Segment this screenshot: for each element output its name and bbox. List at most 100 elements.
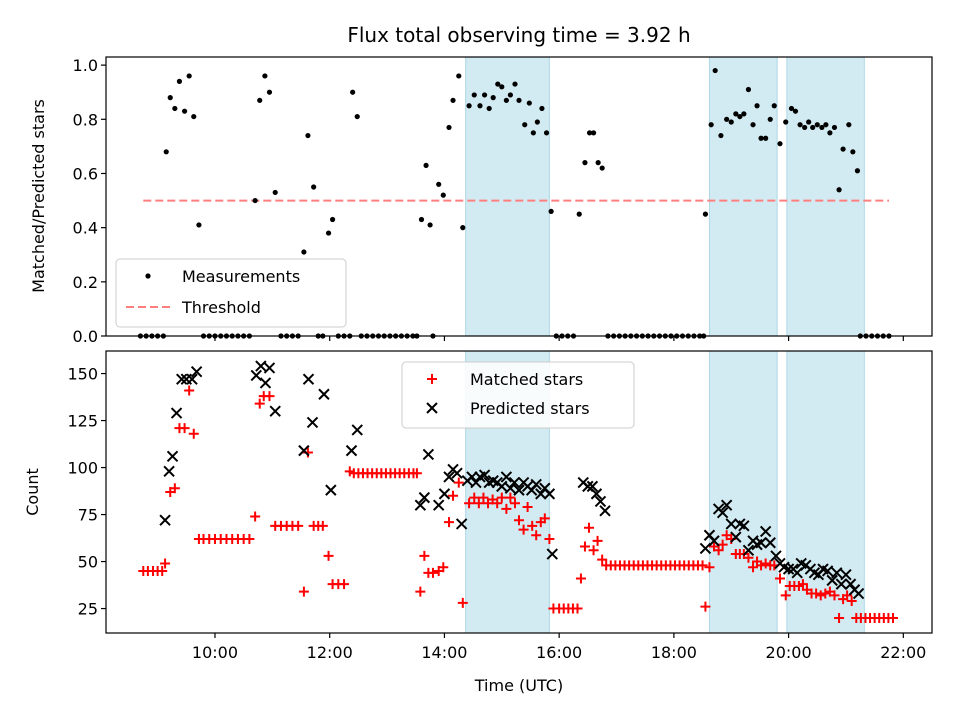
bottom-xlabel: Time (UTC) <box>474 676 563 695</box>
data-point <box>823 122 829 128</box>
data-point <box>712 67 718 74</box>
data-point <box>590 488 603 500</box>
data-point <box>264 391 275 402</box>
legend-label-matched: Matched stars <box>470 370 583 389</box>
data-point <box>835 578 848 590</box>
y-tick-label: 50 <box>78 553 98 572</box>
data-point <box>586 130 593 136</box>
chart-title: Flux total observing time = 3.92 h <box>347 23 690 47</box>
data-point <box>771 103 777 109</box>
data-point <box>438 488 451 500</box>
data-point <box>797 122 803 128</box>
data-point <box>774 573 785 584</box>
data-point <box>509 498 520 509</box>
series-predicted-stars <box>159 360 865 600</box>
data-point <box>543 130 550 136</box>
data-point <box>834 612 845 623</box>
data-point <box>831 567 843 579</box>
data-point <box>831 124 838 131</box>
x-tick-label: 18:00 <box>651 643 697 662</box>
data-point <box>477 103 483 109</box>
data-point <box>492 498 503 509</box>
data-point <box>306 416 319 429</box>
data-point <box>418 216 425 223</box>
data-point <box>190 365 203 378</box>
data-point <box>788 105 795 112</box>
y-tick-label: 0.8 <box>73 110 98 129</box>
y-tick-label: 0.0 <box>73 327 98 346</box>
data-point <box>478 492 489 503</box>
data-point <box>301 249 307 255</box>
data-point <box>422 448 435 461</box>
data-point <box>840 146 846 152</box>
data-point <box>745 86 752 93</box>
data-point <box>255 360 267 372</box>
data-point <box>522 502 533 513</box>
data-point <box>298 586 309 597</box>
data-point <box>725 518 737 530</box>
data-point <box>575 573 586 584</box>
data-point <box>846 122 852 128</box>
x-tick-label: 20:00 <box>766 643 812 662</box>
data-point <box>501 503 512 514</box>
data-point <box>473 498 484 509</box>
y-tick-label: 75 <box>78 506 98 525</box>
data-point <box>157 565 168 576</box>
data-point <box>854 168 861 174</box>
data-point <box>755 537 767 549</box>
data-point <box>742 544 755 556</box>
data-point <box>414 499 427 511</box>
data-point <box>181 108 188 114</box>
panel-ratio: 0.0 0.2 0.4 0.6 0.8 1.0 Measurements Threshold <box>73 56 933 346</box>
data-point <box>829 590 840 601</box>
data-point <box>496 492 507 503</box>
data-point <box>576 211 582 217</box>
data-point <box>514 515 524 526</box>
data-point <box>597 554 608 565</box>
data-point <box>717 539 728 550</box>
data-point <box>250 369 262 382</box>
data-point <box>254 398 265 409</box>
y-tick-label: 0.2 <box>73 273 98 292</box>
data-point <box>415 586 426 597</box>
data-point <box>188 428 199 439</box>
data-point <box>756 560 767 571</box>
data-point <box>522 122 528 128</box>
data-point <box>713 545 724 556</box>
data-point <box>250 511 261 522</box>
data-point <box>720 499 733 511</box>
data-point <box>764 537 776 549</box>
data-point <box>169 483 180 494</box>
data-point <box>850 149 856 155</box>
legend-swatch-measurements <box>145 273 151 279</box>
data-point <box>518 524 529 535</box>
data-point <box>179 423 190 434</box>
data-point <box>777 141 783 147</box>
data-point <box>486 105 492 112</box>
data-point <box>448 490 459 501</box>
data-point <box>446 124 452 131</box>
data-point <box>530 130 536 136</box>
data-point <box>534 119 540 125</box>
data-point <box>582 160 588 166</box>
data-point <box>704 562 715 573</box>
data-point <box>588 545 599 556</box>
x-tick-label: 12:00 <box>307 643 353 662</box>
data-point <box>440 192 446 198</box>
data-point <box>730 531 742 543</box>
data-point <box>750 122 756 128</box>
data-point <box>350 89 356 95</box>
legend-label-threshold: Threshold <box>181 298 261 317</box>
data-point <box>759 525 772 538</box>
data-point <box>293 520 304 531</box>
data-point <box>298 444 310 457</box>
data-point <box>782 563 795 575</box>
data-point <box>503 97 509 103</box>
observing-band-1 <box>708 350 778 634</box>
data-point <box>754 103 760 109</box>
data-point <box>176 78 183 84</box>
axes-frame <box>105 350 933 634</box>
data-point <box>821 565 834 577</box>
legend-swatch-predicted <box>426 402 438 414</box>
data-point <box>844 578 857 590</box>
